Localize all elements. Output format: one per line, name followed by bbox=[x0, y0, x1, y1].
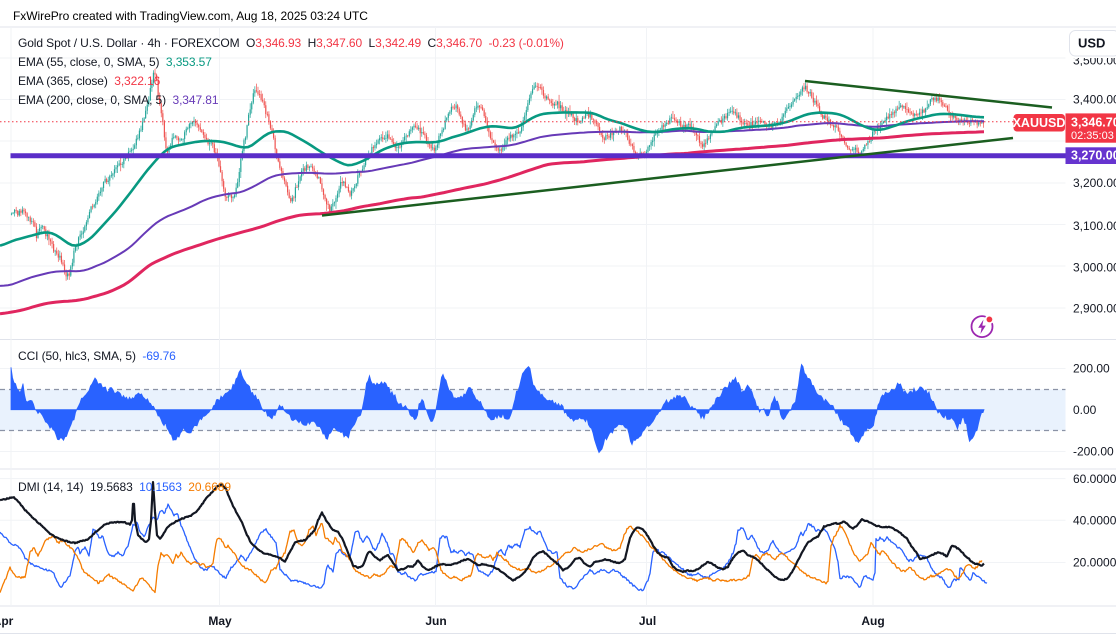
svg-text:0.00: 0.00 bbox=[1073, 403, 1097, 417]
svg-text:3,200.00: 3,200.00 bbox=[1073, 176, 1116, 190]
svg-text:EMA (55, close, 0, SMA, 5) 3,: EMA (55, close, 0, SMA, 5) 3,353.57 bbox=[18, 55, 212, 69]
svg-text:EMA (200, close, 0, SMA, 5) 3: EMA (200, close, 0, SMA, 5) 3,347.81 bbox=[18, 93, 219, 107]
svg-text:Jun: Jun bbox=[425, 614, 446, 628]
svg-text:May: May bbox=[208, 614, 232, 628]
svg-text:XAUUSD: XAUUSD bbox=[1013, 116, 1066, 130]
svg-text:FxWirePro created with Trading: FxWirePro created with TradingView.com, … bbox=[13, 9, 368, 23]
svg-text:Gold Spot / U.S. Dollar · 4h ·: Gold Spot / U.S. Dollar · 4h · FOREXCOM … bbox=[18, 36, 564, 50]
svg-text:3,100.00: 3,100.00 bbox=[1073, 219, 1116, 233]
svg-text:3,270.00: 3,270.00 bbox=[1071, 149, 1116, 163]
svg-text:Aug: Aug bbox=[861, 614, 884, 628]
svg-text:DMI (14, 14) 19.5683 10.1563: DMI (14, 14) 19.5683 10.1563 20.6689 bbox=[18, 480, 231, 494]
svg-text:60.0000: 60.0000 bbox=[1073, 472, 1116, 486]
svg-text:3,400.00: 3,400.00 bbox=[1073, 93, 1116, 107]
svg-text:USD: USD bbox=[1078, 36, 1105, 51]
svg-text:-200.00: -200.00 bbox=[1073, 445, 1114, 459]
svg-text:3,000.00: 3,000.00 bbox=[1073, 261, 1116, 275]
svg-text:EMA (365, close) 3,322.16: EMA (365, close) 3,322.16 bbox=[18, 74, 161, 88]
svg-text:2,900.00: 2,900.00 bbox=[1073, 302, 1116, 316]
svg-text:Apr: Apr bbox=[0, 614, 14, 628]
svg-text:40.0000: 40.0000 bbox=[1073, 514, 1116, 528]
svg-text:Jul: Jul bbox=[639, 614, 656, 628]
svg-text:3,346.70: 3,346.70 bbox=[1071, 116, 1116, 130]
svg-text:CCI (50, hlc3, SMA, 5) -69.76: CCI (50, hlc3, SMA, 5) -69.76 bbox=[18, 349, 176, 363]
svg-text:20.0000: 20.0000 bbox=[1073, 556, 1116, 570]
svg-text:200.00: 200.00 bbox=[1073, 362, 1110, 376]
svg-text:02:35:03: 02:35:03 bbox=[1071, 130, 1114, 142]
